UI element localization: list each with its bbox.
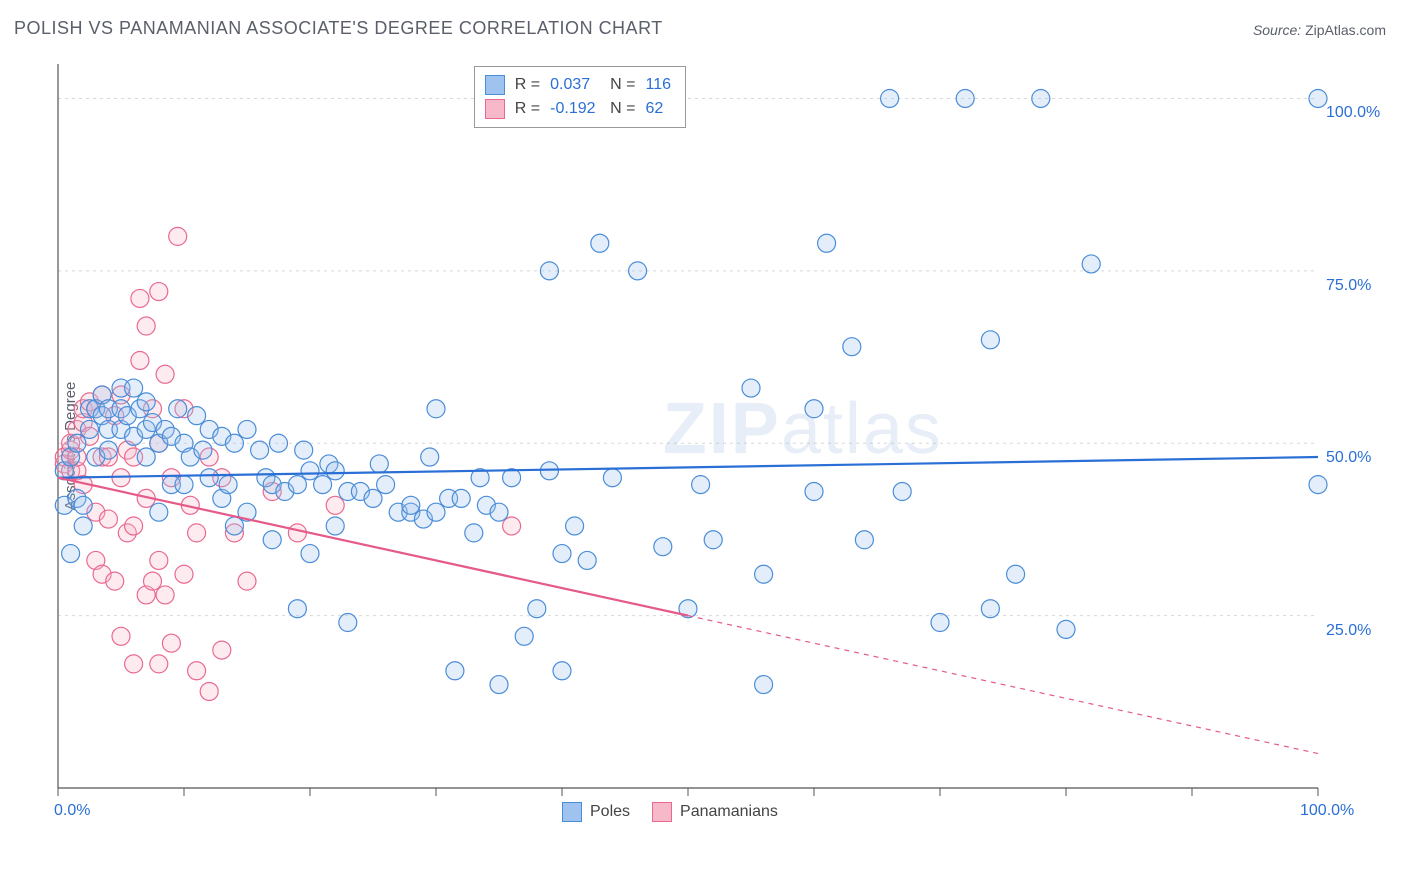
r-value: 0.037	[550, 76, 600, 94]
legend-swatch	[652, 802, 672, 822]
legend-swatch	[485, 99, 505, 119]
chart-title: POLISH VS PANAMANIAN ASSOCIATE'S DEGREE …	[14, 18, 663, 39]
y-tick-label: 25.0%	[1326, 622, 1371, 640]
legend-label: Poles	[590, 803, 630, 821]
n-value: 116	[645, 76, 675, 94]
y-tick-label: 100.0%	[1326, 104, 1380, 122]
stats-legend: R = 0.037 N = 116 R = -0.192 N = 62	[474, 66, 687, 128]
stats-row: R = -0.192 N = 62	[485, 97, 676, 121]
source-attribution: Source: ZipAtlas.com	[1253, 22, 1386, 38]
stats-row: R = 0.037 N = 116	[485, 73, 676, 97]
legend-swatch	[485, 75, 505, 95]
chart-container: POLISH VS PANAMANIAN ASSOCIATE'S DEGREE …	[0, 0, 1406, 892]
source-value: ZipAtlas.com	[1305, 22, 1386, 38]
x-start-label: 0.0%	[54, 802, 90, 820]
r-label: R =	[515, 100, 540, 118]
x-end-label: 100.0%	[1300, 802, 1354, 820]
legend-swatch	[562, 802, 582, 822]
y-tick-label: 50.0%	[1326, 449, 1371, 467]
source-label: Source:	[1253, 22, 1301, 38]
legend-item: Panamanians	[652, 802, 778, 822]
r-value: -0.192	[550, 100, 600, 118]
plot-area: ZIPatlas R = 0.037 N = 116 R = -0.192 N …	[48, 54, 1388, 828]
y-tick-label: 75.0%	[1326, 277, 1371, 295]
legend-label: Panamanians	[680, 803, 778, 821]
bottom-legend: Poles Panamanians	[562, 802, 778, 822]
chart-svg	[48, 54, 1388, 828]
r-label: R =	[515, 76, 540, 94]
n-value: 62	[645, 100, 675, 118]
n-label: N =	[610, 100, 635, 118]
legend-item: Poles	[562, 802, 630, 822]
n-label: N =	[610, 76, 635, 94]
